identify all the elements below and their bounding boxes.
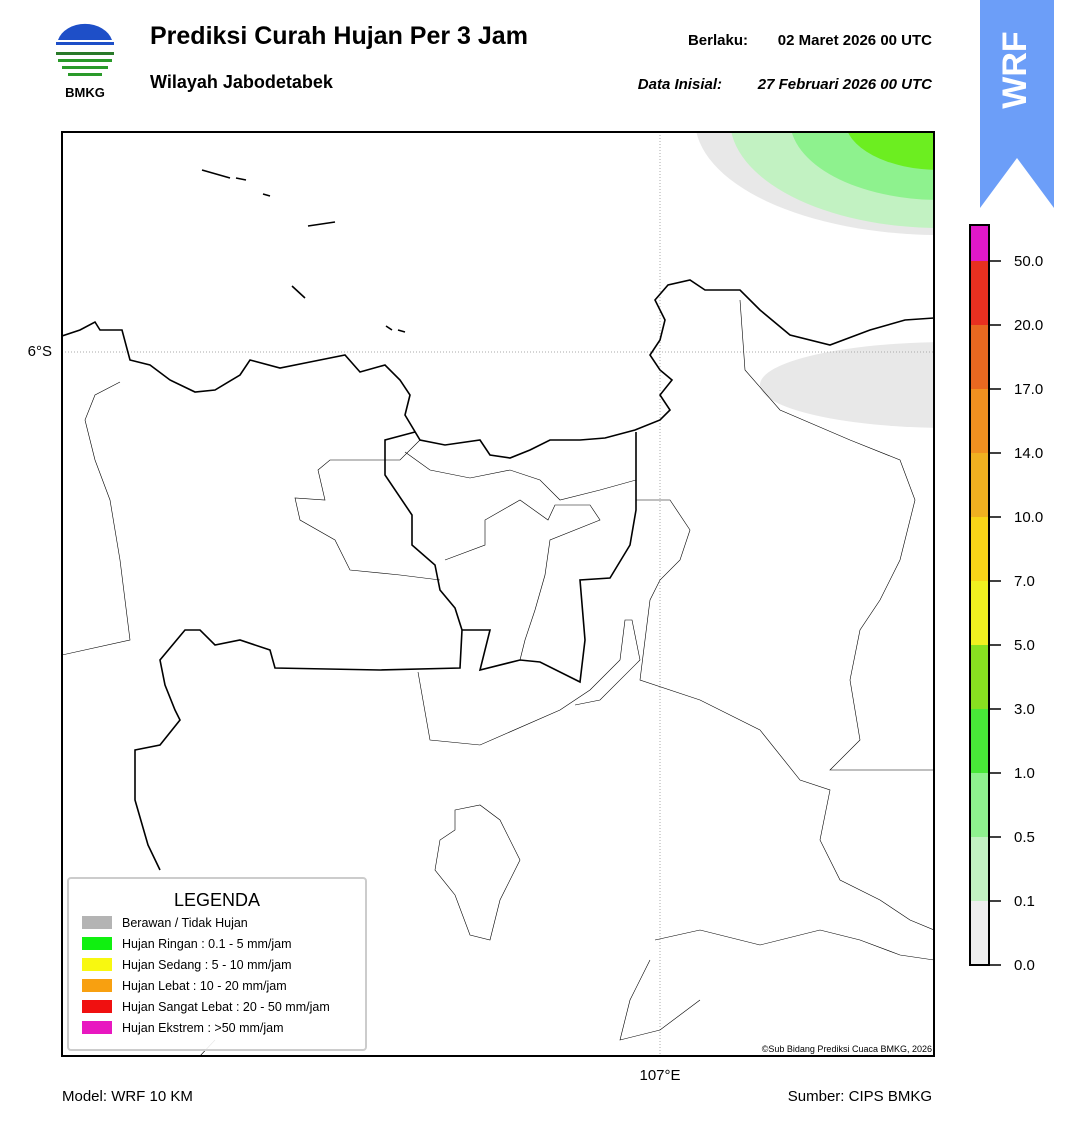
logo-text: BMKG bbox=[65, 85, 105, 100]
colorbar-segment bbox=[970, 325, 989, 389]
colorbar-segment bbox=[970, 837, 989, 901]
legend-swatch bbox=[82, 1000, 112, 1013]
badge bbox=[980, 0, 1054, 208]
colorbar-segment bbox=[970, 901, 989, 965]
colorbar-frame bbox=[969, 224, 990, 966]
colorbar-tick-label: 3.0 bbox=[1014, 701, 1035, 718]
valid-date: 02 Maret 2026 00 UTC bbox=[778, 32, 932, 49]
source: Sumber: CIPS BMKG bbox=[788, 1088, 932, 1105]
colorbar-segment bbox=[970, 261, 989, 325]
legend-label: Hujan Ekstrem : >50 mm/jam bbox=[122, 1021, 284, 1035]
copyright: ©Sub Bidang Prediksi Cuaca BMKG, 2026 bbox=[762, 1044, 932, 1054]
legend-label: Berawan / Tidak Hujan bbox=[122, 916, 248, 930]
legend: LEGENDA Berawan / Tidak Hujan Hujan Ringa… bbox=[67, 877, 367, 1051]
legend-label: Hujan Ringan : 0.1 - 5 mm/jam bbox=[122, 937, 292, 951]
lat-label: 6°S bbox=[28, 343, 52, 360]
colorbar-tick-label: 0.0 bbox=[1014, 957, 1035, 974]
colorbar-segment bbox=[970, 225, 989, 261]
init-date: 27 Februari 2026 00 UTC bbox=[757, 76, 933, 93]
colorbar-segment bbox=[970, 709, 989, 773]
legend-swatch bbox=[82, 916, 112, 929]
title: Prediksi Curah Hujan Per 3 Jam bbox=[150, 22, 528, 50]
subtitle: Wilayah Jabodetabek bbox=[150, 72, 334, 92]
colorbar-segment bbox=[970, 581, 989, 645]
colorbar-tick-label: 14.0 bbox=[1014, 445, 1043, 462]
colorbar-tick-label: 50.0 bbox=[1014, 253, 1043, 270]
colorbar-tick-label: 17.0 bbox=[1014, 381, 1043, 398]
colorbar-segment bbox=[970, 645, 989, 709]
colorbar-tick-label: 7.0 bbox=[1014, 573, 1035, 590]
colorbar-segment bbox=[970, 453, 989, 517]
legend-label: Hujan Sangat Lebat : 20 - 50 mm/jam bbox=[122, 1000, 330, 1014]
colorbar-tick-label: 0.1 bbox=[1014, 893, 1035, 910]
colorbar-segment bbox=[970, 773, 989, 837]
colorbar: 0.0 0.1 0.5 1.0 3.0 5.0 7.0 10.0 14.0 17.0 20.0 50.… bbox=[969, 224, 1043, 974]
map-frame bbox=[61, 131, 935, 1057]
colorbar-segment bbox=[970, 389, 989, 453]
colorbar-tick-label: 1.0 bbox=[1014, 765, 1035, 782]
logo: BMKG bbox=[56, 23, 114, 100]
valid-label: Berlaku: bbox=[688, 32, 748, 49]
legend-label: Hujan Sedang : 5 - 10 mm/jam bbox=[122, 958, 292, 972]
colorbar-tick-label: 0.5 bbox=[1014, 829, 1035, 846]
legend-swatch bbox=[82, 958, 112, 971]
model: Model: WRF 10 KM bbox=[62, 1088, 193, 1105]
legend-swatch bbox=[82, 937, 112, 950]
init-label: Data Inisial: bbox=[638, 76, 722, 93]
colorbar-tick-label: 20.0 bbox=[1014, 317, 1043, 334]
legend-swatch bbox=[82, 1021, 112, 1034]
legend-label: Hujan Lebat : 10 - 20 mm/jam bbox=[122, 979, 287, 993]
lon-label: 107°E bbox=[639, 1067, 680, 1084]
colorbar-tick-label: 10.0 bbox=[1014, 509, 1043, 526]
colorbar-tick-label: 5.0 bbox=[1014, 637, 1035, 654]
legend-swatch bbox=[82, 979, 112, 992]
badge-text: WRF bbox=[996, 31, 1034, 108]
legend-title: LEGENDA bbox=[174, 890, 260, 910]
colorbar-segment bbox=[970, 517, 989, 581]
